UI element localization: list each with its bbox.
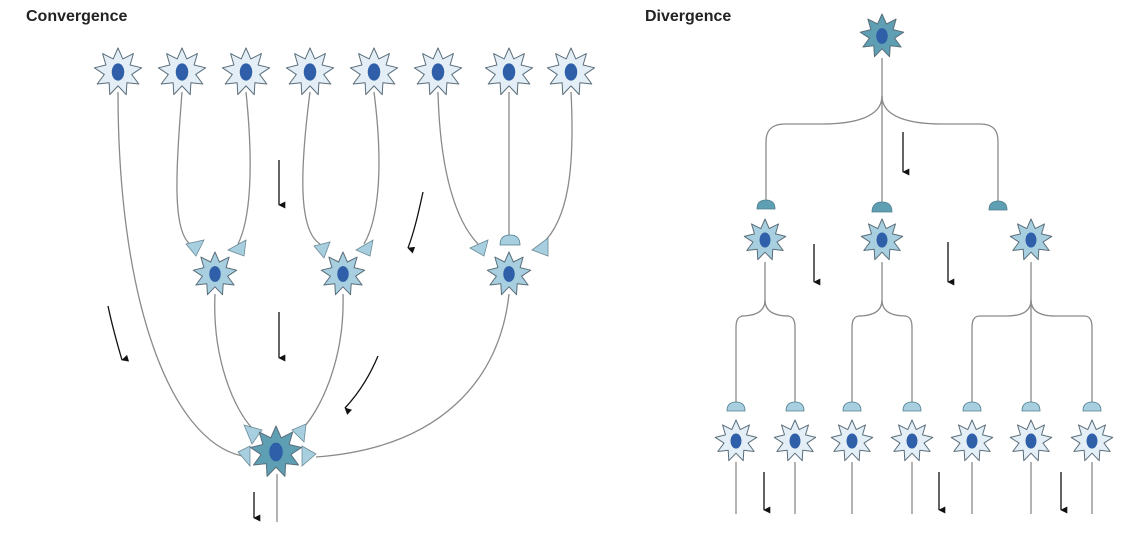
axon-line [176,91,191,245]
axon-line [541,91,573,245]
axon-line [881,95,999,202]
synaptic-terminal [243,424,263,445]
axon-line [735,299,766,404]
axon-line [851,299,883,404]
synaptic-terminal [726,401,746,412]
nucleus [367,63,381,81]
nucleus [966,433,978,449]
axon-line [302,293,344,429]
nucleus [303,63,317,81]
nucleus [564,63,578,81]
nucleus [730,433,742,449]
synaptic-terminal [499,234,521,246]
source-neuron [859,13,905,58]
synaptic-terminal [785,401,805,412]
synaptic-terminal [988,200,1008,211]
synaptic-terminal [531,237,549,257]
synaptic-terminal [227,239,247,257]
middle-neuron-2 [320,251,366,296]
output-neuron-3 [830,419,874,462]
nucleus [846,433,858,449]
nucleus [337,266,349,282]
axon-line [117,91,243,457]
synaptic-terminal [237,445,251,468]
nucleus [269,442,283,462]
output-neuron-4 [890,419,934,462]
synaptic-terminal [756,199,776,210]
synaptic-terminal [469,239,489,257]
synaptic-terminal [291,423,307,443]
synaptic-terminal [355,239,374,257]
input-neuron-1 [93,47,143,96]
signal-arrow [107,305,130,362]
convergence-title: Convergence [26,8,128,25]
nucleus [1086,433,1098,449]
axon-line [971,299,1032,404]
input-neuron-3 [221,47,271,96]
input-neuron-5 [349,47,399,96]
nucleus [1025,433,1037,449]
nucleus [876,28,888,44]
nucleus [759,232,771,248]
signal-arrow [344,355,379,415]
nucleus [789,433,801,449]
axon-line [214,293,253,429]
axon-line [302,91,321,245]
axon-line [237,91,251,245]
input-neuron-7 [484,47,534,96]
signal-arrow [407,191,424,254]
nucleus [175,63,189,81]
branch-neuron-3 [1009,218,1053,261]
nucleus [502,63,516,81]
input-neuron-6 [413,47,463,96]
synaptic-terminal [313,241,331,259]
axon-line [363,91,380,245]
nucleus [111,63,125,81]
nucleus [209,266,221,282]
middle-neuron-1 [192,251,238,296]
neurons [93,13,1114,477]
output-neuron-6 [1009,419,1053,462]
axon-line [764,299,796,404]
middle-neuron-3 [486,251,532,296]
axon-lines [117,58,1093,522]
axon-line [437,91,479,245]
output-neuron-2 [773,419,817,462]
synaptic-terminals [185,199,1102,468]
synaptic-terminal [902,401,922,412]
synaptic-terminal [871,201,893,213]
axon-line [1030,299,1093,404]
synaptic-terminal [962,401,982,412]
output-neuron-5 [950,419,994,462]
axon-line [315,293,510,458]
target-neuron [249,425,303,477]
synaptic-terminal [185,239,205,257]
divergence-title: Divergence [645,8,732,25]
input-neuron-4 [285,47,335,96]
output-neuron-1 [714,419,758,462]
nucleus [1025,232,1037,248]
axon-line [881,299,913,404]
input-neuron-2 [157,47,207,96]
nucleus [906,433,918,449]
output-neuron-7 [1070,419,1114,462]
synaptic-terminal [1021,401,1041,412]
nucleus [239,63,253,81]
synaptic-terminal [301,445,317,467]
nucleus [503,266,515,282]
input-neuron-8 [546,47,596,96]
signal-arrows [107,132,1068,522]
synaptic-terminal [1082,401,1102,412]
synaptic-terminal [842,401,862,412]
nucleus [431,63,445,81]
nucleus [876,232,888,248]
branch-neuron-1 [743,218,787,261]
branch-neuron-2 [860,218,904,261]
axon-line [765,95,883,200]
